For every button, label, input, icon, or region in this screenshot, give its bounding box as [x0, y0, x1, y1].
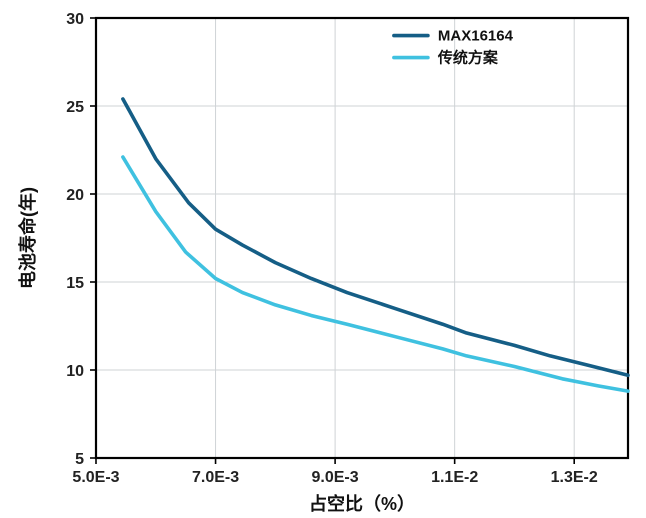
y-axis-title: 电池寿命(年) [17, 187, 38, 289]
x-tick-label: 7.0E-3 [192, 469, 239, 486]
x-tick-label: 5.0E-3 [72, 469, 119, 486]
y-tick-label: 30 [66, 11, 84, 28]
x-tick-label: 1.1E-2 [431, 469, 478, 486]
y-tick-label: 25 [66, 99, 84, 116]
legend-label-traditional: 传统方案 [437, 49, 499, 67]
x-tick-label: 9.0E-3 [312, 469, 359, 486]
x-axis-title: 占空比（%） [309, 493, 415, 514]
y-tick-label: 15 [66, 275, 84, 292]
chart-svg: 5.0E-3 7.0E-3 9.0E-3 1.1E-2 1.3E-2 5 10 15 20 25 3… [0, 0, 646, 518]
x-tick-label: 1.3E-2 [551, 469, 598, 486]
legend-label-MAX16164: MAX16164 [438, 28, 514, 45]
y-tick-label: 20 [66, 187, 84, 204]
y-tick-label: 10 [66, 363, 84, 380]
battery-life-chart: 5.0E-3 7.0E-3 9.0E-3 1.1E-2 1.3E-2 5 10 15 20 25 3… [0, 0, 646, 518]
y-tick-label: 5 [75, 451, 84, 468]
